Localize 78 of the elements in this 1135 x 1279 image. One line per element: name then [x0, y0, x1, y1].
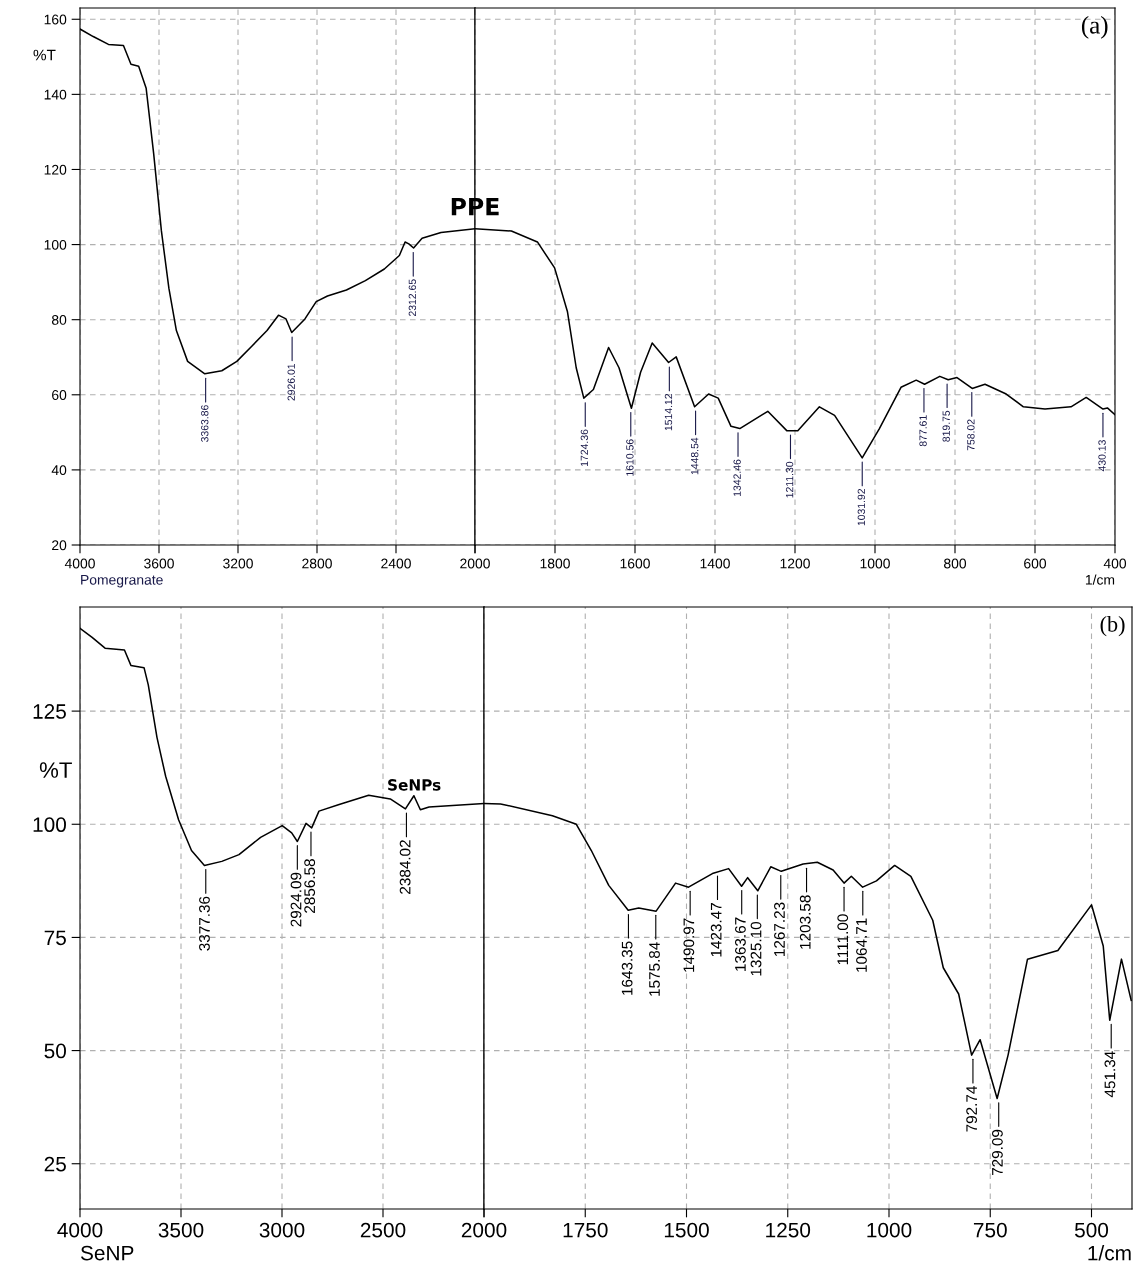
annotation: 1643.35 [621, 941, 633, 995]
y-tick-label: 40 [51, 465, 67, 476]
annotation: 1490.97 [683, 918, 695, 972]
x-tick-label: 1000 [860, 558, 890, 569]
annotation: 1363.67 [735, 917, 746, 971]
annotation: 430.13 [1098, 440, 1106, 472]
text: SeNP [80, 1245, 134, 1261]
y-tick-label: 125 [33, 704, 66, 719]
annotation: 1211.30 [785, 461, 794, 498]
y-axis-title: %T [33, 49, 56, 61]
annotation: 2312.65 [408, 279, 417, 317]
annotation: (a) [1081, 16, 1108, 39]
annotation: (b) [1100, 616, 1125, 637]
annotation: 2926.01 [287, 363, 295, 401]
y-tick-label: 100 [44, 239, 67, 250]
y-tick-label: 100 [33, 817, 66, 833]
y-tick-label: 25 [44, 1156, 66, 1172]
x-axis-title: 1/cm [1085, 574, 1115, 585]
y-tick-label: 140 [44, 89, 67, 100]
y-tick-label: 20 [52, 540, 67, 551]
annotation: 792.74 [966, 1086, 978, 1132]
y-tick-label: 50 [44, 1043, 66, 1059]
x-tick-label: 600 [1024, 558, 1047, 569]
annotation: 1342.46 [733, 459, 741, 496]
annotation: 3363.86 [201, 405, 209, 442]
annotation: 1423.47 [710, 903, 722, 957]
x-tick-label: 2000 [460, 558, 490, 569]
x-tick-label: 3200 [223, 558, 253, 569]
x-axis-title: 1/cm [1088, 1245, 1131, 1261]
annotation: 451.34 [1104, 1051, 1116, 1098]
y-tick-label: 75 [44, 930, 66, 946]
annotation: 1064.71 [856, 918, 867, 972]
x-tick-label: 500 [1074, 1222, 1109, 1238]
x-tick-label: 1200 [780, 558, 810, 569]
annotation: 2924.09 [290, 872, 302, 927]
annotation: 3377.36 [199, 896, 210, 951]
y-tick-label: 120 [44, 164, 67, 175]
x-tick-label: 2500 [360, 1222, 406, 1238]
x-tick-label: 400 [1103, 558, 1127, 569]
x-tick-label: 2800 [302, 558, 332, 569]
annotation: 2384.02 [399, 840, 411, 894]
annotation: 819.75 [942, 410, 950, 442]
x-tick-label: 750 [973, 1222, 1007, 1238]
annotation: 1610.56 [626, 439, 634, 476]
x-tick-label: 3600 [144, 558, 174, 569]
y-tick-label: 80 [51, 315, 67, 325]
annotation: 1724.36 [580, 429, 589, 466]
x-tick-label: 1250 [766, 1222, 811, 1238]
x-tick-label: 3500 [158, 1222, 204, 1238]
x-tick-label: 1750 [563, 1222, 608, 1238]
x-tick-label: 800 [944, 558, 967, 569]
x-tick-label: 2000 [461, 1222, 507, 1238]
text: Pomegranate [81, 575, 163, 588]
x-tick-label: 1400 [700, 558, 730, 569]
y-tick-label: 160 [44, 14, 67, 25]
x-tick-label: 1000 [867, 1222, 912, 1238]
annotation: 2856.58 [304, 859, 316, 913]
x-tick-label: 1600 [620, 558, 650, 569]
annotation: 1111.00 [837, 914, 849, 965]
annotation: 1203.58 [799, 895, 811, 949]
x-tick-label: 4000 [57, 1222, 103, 1238]
annotation: 1514.12 [664, 393, 673, 431]
annotation: 729.09 [992, 1129, 1003, 1176]
annotation: 1575.84 [649, 942, 660, 996]
x-tick-label: 1500 [664, 1222, 709, 1238]
annotation: 758.02 [967, 419, 975, 451]
annotation: 1267.23 [774, 902, 785, 956]
x-tick-label: 2400 [381, 558, 411, 569]
annotation: 1031.92 [857, 488, 866, 526]
annotation: 1325.10 [750, 921, 762, 976]
annotation: SeNPs [388, 779, 441, 791]
annotation: 877.61 [919, 415, 927, 447]
y-tick-label: 60 [52, 390, 67, 400]
y-axis-title: %T [39, 762, 72, 778]
x-tick-label: 4000 [64, 558, 95, 569]
annotation: 1448.54 [691, 437, 699, 475]
x-tick-label: 1800 [540, 558, 570, 569]
x-tick-label: 3000 [259, 1222, 305, 1238]
